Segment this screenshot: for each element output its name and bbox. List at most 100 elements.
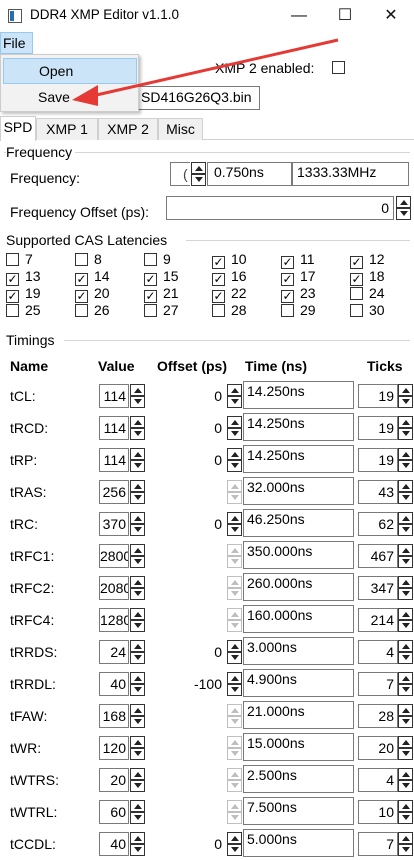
tccdl-offset-spinner[interactable]: [227, 832, 242, 856]
tcl-ticks-spinner[interactable]: [398, 384, 413, 408]
trc-ticks-input[interactable]: 62: [358, 512, 398, 536]
cas-17-checkbox[interactable]: ✓: [281, 272, 294, 286]
cas-23-option[interactable]: ✓ 23: [281, 285, 316, 303]
tccdl-ticks-input[interactable]: 7: [358, 832, 398, 856]
cas-29-checkbox[interactable]: [281, 304, 294, 317]
trfc1-value-spinner[interactable]: [130, 544, 145, 568]
xmp2-enabled-checkbox[interactable]: [332, 61, 345, 74]
trfc2-ticks-input[interactable]: 347: [358, 576, 398, 600]
twtrs-value-input[interactable]: 20: [99, 768, 129, 792]
cas-13-checkbox[interactable]: ✓: [6, 272, 19, 286]
trfc2-ticks-spinner[interactable]: [398, 576, 413, 600]
trp-value-input[interactable]: 114: [99, 448, 129, 472]
trfc4-value-input[interactable]: 1280: [99, 608, 129, 632]
cas-15-option[interactable]: ✓ 15: [144, 268, 179, 286]
cas-28-checkbox[interactable]: [212, 304, 225, 317]
cas-22-checkbox[interactable]: ✓: [212, 289, 225, 303]
tfaw-value-spinner[interactable]: [130, 704, 145, 728]
twtrs-ticks-input[interactable]: 4: [358, 768, 398, 792]
cas-20-option[interactable]: ✓ 20: [75, 285, 110, 303]
tcl-offset-input[interactable]: 0: [154, 384, 226, 408]
cas-8-option[interactable]: 8: [75, 251, 102, 267]
trrds-value-spinner[interactable]: [130, 640, 145, 664]
trcd-offset-input[interactable]: 0: [154, 416, 226, 440]
cas-13-option[interactable]: ✓ 13: [6, 268, 41, 286]
trp-offset-input[interactable]: 0: [154, 448, 226, 472]
twtrs-value-spinner[interactable]: [130, 768, 145, 792]
cas-18-option[interactable]: ✓ 18: [350, 268, 385, 286]
cas-25-option[interactable]: 25: [6, 302, 41, 318]
menu-file[interactable]: File: [0, 32, 33, 54]
twtrl-value-input[interactable]: 60: [99, 800, 129, 824]
menu-item-open[interactable]: Open: [3, 58, 137, 84]
tccdl-value-input[interactable]: 40: [99, 832, 129, 856]
tab-xmp1[interactable]: XMP 1: [36, 118, 98, 140]
cas-12-option[interactable]: ✓ 12: [350, 251, 385, 269]
frequency-offset-input[interactable]: 0: [166, 196, 394, 220]
cas-19-option[interactable]: ✓ 19: [6, 285, 41, 303]
cas-21-option[interactable]: ✓ 21: [144, 285, 179, 303]
twtrl-value-spinner[interactable]: [130, 800, 145, 824]
twr-value-spinner[interactable]: [130, 736, 145, 760]
trfc1-ticks-spinner[interactable]: [398, 544, 413, 568]
trrdl-offset-input[interactable]: -100: [154, 672, 226, 696]
cas-7-checkbox[interactable]: [6, 253, 19, 266]
tras-value-input[interactable]: 256: [99, 480, 129, 504]
cas-16-option[interactable]: ✓ 16: [212, 268, 247, 286]
cas-30-checkbox[interactable]: [350, 304, 363, 317]
trrds-offset-spinner[interactable]: [227, 640, 242, 664]
trrds-ticks-spinner[interactable]: [398, 640, 413, 664]
trfc4-value-spinner[interactable]: [130, 608, 145, 632]
tras-ticks-spinner[interactable]: [398, 480, 413, 504]
tfaw-value-input[interactable]: 168: [99, 704, 129, 728]
trc-value-spinner[interactable]: [130, 512, 145, 536]
cas-24-checkbox[interactable]: [350, 287, 363, 300]
cas-26-option[interactable]: 26: [75, 302, 110, 318]
trfc4-ticks-input[interactable]: 214: [358, 608, 398, 632]
frequency-offset-spinner[interactable]: [396, 196, 411, 220]
trfc1-value-input[interactable]: 2800: [99, 544, 129, 568]
frequency-dropdown[interactable]: (: [170, 162, 190, 186]
trrds-ticks-input[interactable]: 4: [358, 640, 398, 664]
cas-27-option[interactable]: 27: [144, 302, 179, 318]
cas-10-checkbox[interactable]: ✓: [212, 255, 225, 269]
tccdl-offset-input[interactable]: 0: [154, 832, 226, 856]
cas-30-option[interactable]: 30: [350, 302, 385, 318]
cas-26-checkbox[interactable]: [75, 304, 88, 317]
tccdl-ticks-spinner[interactable]: [398, 832, 413, 856]
cas-19-checkbox[interactable]: ✓: [6, 289, 19, 303]
cas-15-checkbox[interactable]: ✓: [144, 272, 157, 286]
cas-29-option[interactable]: 29: [281, 302, 316, 318]
cas-24-option[interactable]: 24: [350, 285, 385, 301]
cas-9-option[interactable]: 9: [144, 251, 171, 267]
tab-misc[interactable]: Misc: [158, 118, 203, 140]
tcl-value-input[interactable]: 114: [99, 384, 129, 408]
trc-ticks-spinner[interactable]: [398, 512, 413, 536]
maximize-button[interactable]: ☐: [337, 7, 353, 24]
cas-9-checkbox[interactable]: [144, 253, 157, 266]
cas-10-option[interactable]: ✓ 10: [212, 251, 247, 269]
trcd-ticks-input[interactable]: 19: [358, 416, 398, 440]
trcd-offset-spinner[interactable]: [227, 416, 242, 440]
trrds-value-input[interactable]: 24: [99, 640, 129, 664]
trcd-value-spinner[interactable]: [130, 416, 145, 440]
cas-25-checkbox[interactable]: [6, 304, 19, 317]
frequency-spinner[interactable]: [191, 162, 206, 186]
twr-ticks-input[interactable]: 20: [358, 736, 398, 760]
tab-xmp2[interactable]: XMP 2: [98, 118, 158, 140]
cas-14-option[interactable]: ✓ 14: [75, 268, 110, 286]
trcd-ticks-spinner[interactable]: [398, 416, 413, 440]
trc-offset-input[interactable]: 0: [154, 512, 226, 536]
cas-28-option[interactable]: 28: [212, 302, 247, 318]
close-button[interactable]: ✕: [384, 7, 398, 24]
cas-7-option[interactable]: 7: [6, 251, 33, 267]
trp-offset-spinner[interactable]: [227, 448, 242, 472]
tcl-offset-spinner[interactable]: [227, 384, 242, 408]
cas-21-checkbox[interactable]: ✓: [144, 289, 157, 303]
cas-8-checkbox[interactable]: [75, 253, 88, 266]
cas-12-checkbox[interactable]: ✓: [350, 255, 363, 269]
tfaw-ticks-input[interactable]: 28: [358, 704, 398, 728]
trfc2-value-spinner[interactable]: [130, 576, 145, 600]
cas-22-option[interactable]: ✓ 22: [212, 285, 247, 303]
tcl-value-spinner[interactable]: [130, 384, 145, 408]
